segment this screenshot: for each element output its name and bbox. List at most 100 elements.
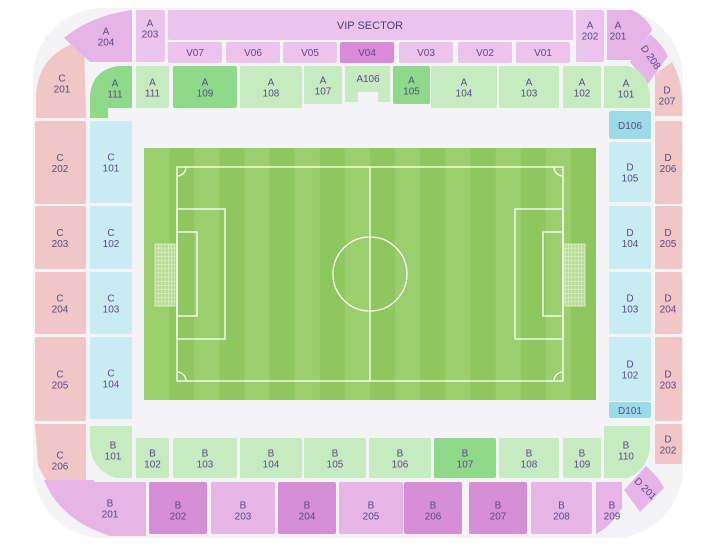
section-b206-label-letter: B [430, 501, 437, 512]
vip-sector-v03[interactable] [399, 42, 453, 63]
section-a109[interactable] [173, 66, 237, 108]
section-b207[interactable] [469, 482, 527, 534]
section-a202-label-number: 202 [582, 32, 599, 43]
section-b104-lower[interactable] [240, 438, 302, 478]
section-a103[interactable] [499, 66, 559, 108]
vip-sector-v05[interactable] [283, 42, 337, 63]
vip-sector-header[interactable] [168, 10, 573, 40]
section-c203[interactable] [35, 206, 86, 269]
section-d203[interactable] [655, 337, 682, 421]
section-b203[interactable] [211, 482, 275, 534]
section-c102-lower[interactable] [90, 206, 132, 269]
section-c103-lower[interactable] [90, 272, 132, 334]
section-b208[interactable] [531, 482, 592, 534]
section-d104-lower[interactable] [609, 206, 651, 269]
section-a203[interactable] [136, 10, 165, 62]
section-c206-label-number: 206 [52, 462, 69, 473]
section-d106-lower-label: D106 [618, 121, 642, 132]
section-d101-lower-label: D101 [618, 406, 642, 417]
section-a106[interactable] [345, 66, 390, 102]
vip-sector-v04[interactable] [340, 42, 394, 63]
section-b103-lower[interactable] [173, 438, 237, 478]
vip-sector-v06[interactable] [226, 42, 280, 63]
section-a111-label-letter: A [149, 78, 156, 89]
section-d208[interactable] [630, 34, 668, 84]
section-d101-lower[interactable] [609, 402, 651, 418]
section-b110-lower[interactable] [604, 426, 650, 478]
section-c104-lower[interactable] [90, 337, 132, 419]
section-b201[interactable] [44, 480, 146, 536]
section-c102-lower-label-number: 102 [103, 239, 120, 250]
section-b204[interactable] [278, 482, 336, 534]
section-a204-label-letter: A [103, 27, 110, 38]
section-a111[interactable] [136, 66, 169, 108]
section-d106-lower[interactable] [609, 111, 651, 139]
section-b101-lower[interactable] [90, 426, 132, 478]
section-b205-label-number: 205 [363, 512, 380, 523]
section-b209[interactable] [596, 482, 622, 534]
section-a202[interactable] [576, 10, 604, 62]
section-a108-label-number: 108 [263, 89, 280, 100]
section-d205[interactable] [655, 206, 682, 269]
section-d102-lower-label-number: 102 [622, 371, 639, 382]
section-b203-label-letter: B [240, 501, 247, 512]
section-b202[interactable] [149, 482, 207, 534]
section-a107[interactable] [304, 66, 342, 104]
section-a107-label-letter: A [320, 76, 327, 87]
section-c202[interactable] [35, 121, 86, 204]
section-a104[interactable] [431, 66, 497, 108]
section-a101-label-letter: A [623, 79, 630, 90]
section-a101[interactable] [604, 66, 650, 108]
section-d204[interactable] [655, 272, 682, 334]
section-a109-label-letter: A [202, 78, 209, 89]
section-b102-lower[interactable] [136, 438, 169, 478]
vip-sector-v01[interactable] [516, 42, 570, 63]
section-a101-label-number: 101 [618, 90, 635, 101]
section-a105[interactable] [393, 66, 430, 104]
section-a106-label-text: A106 [356, 74, 380, 85]
section-c101-lower[interactable] [90, 121, 132, 203]
section-d206[interactable] [655, 121, 682, 204]
section-d202[interactable] [655, 424, 682, 464]
section-b109-lower[interactable] [563, 438, 601, 478]
section-d105-lower[interactable] [609, 142, 651, 202]
section-b209-label-letter: B [609, 501, 616, 512]
section-a111-corner[interactable] [90, 66, 132, 118]
section-c204[interactable] [35, 272, 86, 334]
vip-sector-v07[interactable] [168, 42, 222, 63]
section-a204[interactable] [64, 10, 132, 62]
section-b107-lower[interactable] [434, 438, 496, 478]
section-a201[interactable] [607, 10, 652, 60]
section-d207[interactable] [655, 62, 682, 116]
section-b106-lower[interactable] [369, 438, 431, 478]
section-d103-lower[interactable] [609, 272, 651, 334]
section-b205[interactable] [339, 482, 403, 534]
section-b105-lower[interactable] [304, 438, 366, 478]
section-b108-lower[interactable] [499, 438, 559, 478]
section-d201[interactable] [624, 466, 664, 512]
section-a102-label-number: 102 [574, 89, 591, 100]
section-a102[interactable] [563, 66, 601, 108]
section-a108[interactable] [240, 66, 302, 108]
section-d102-lower[interactable] [609, 337, 651, 401]
vip-sector-v02[interactable] [458, 42, 512, 63]
section-b206[interactable] [404, 482, 462, 534]
section-b208-label-letter: B [558, 501, 565, 512]
section-c201[interactable] [36, 40, 86, 118]
section-c205[interactable] [35, 337, 86, 421]
section-d206-label-letter: D [664, 153, 671, 164]
